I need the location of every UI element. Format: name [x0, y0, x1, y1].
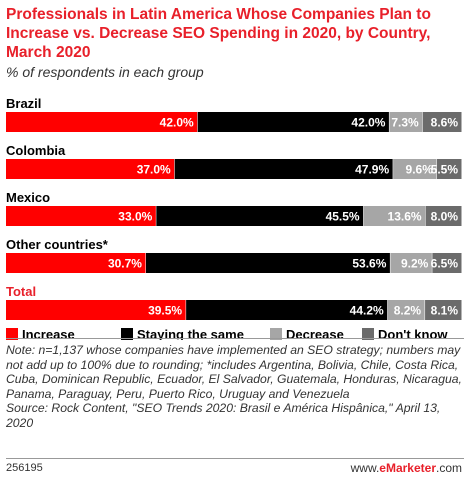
bar-decrease-total — [387, 300, 426, 320]
bar-don-t-know-colombia — [436, 159, 462, 179]
bar-increase-mexico — [6, 206, 157, 226]
brand-logo: www.eMarketer.com — [351, 461, 462, 475]
category-label-total: Total — [6, 284, 36, 299]
data-label-staying-the-same-total: 44.2% — [350, 304, 384, 318]
data-label-don-t-know-colombia: 5.5% — [431, 163, 459, 177]
data-label-decrease-mexico: 13.6% — [388, 210, 422, 224]
data-label-increase-total: 39.5% — [148, 304, 182, 318]
category-label-brazil: Brazil — [6, 96, 41, 111]
brand-suffix: .com — [435, 461, 462, 475]
brand-name: eMarketer — [379, 461, 436, 475]
data-label-staying-the-same-brazil: 42.0% — [351, 116, 385, 130]
bar-staying-the-same-total — [186, 300, 388, 320]
data-label-don-t-know-other-countries: 6.5% — [431, 257, 459, 271]
legend-swatch-staying-the-same — [121, 328, 133, 340]
category-label-other-countries: Other countries* — [6, 237, 109, 252]
legend-swatch-don-t-know — [362, 328, 374, 340]
data-label-increase-mexico: 33.0% — [118, 210, 152, 224]
bar-decrease-other-countries — [390, 253, 433, 273]
chart-subtitle: % of respondents in each group — [6, 64, 204, 80]
bar-decrease-brazil — [389, 112, 423, 132]
bar-decrease-colombia — [393, 159, 437, 179]
bar-staying-the-same-mexico — [156, 206, 364, 226]
legend-swatch-decrease — [270, 328, 282, 340]
source-text: Source: Rock Content, "SEO Trends 2020: … — [6, 401, 441, 430]
category-label-mexico: Mexico — [6, 190, 50, 205]
data-label-don-t-know-brazil: 8.6% — [431, 116, 459, 130]
bar-don-t-know-total — [425, 300, 462, 320]
data-label-don-t-know-total: 8.1% — [431, 304, 459, 318]
bar-don-t-know-other-countries — [432, 253, 462, 273]
data-label-staying-the-same-other-countries: 53.6% — [352, 257, 386, 271]
bar-increase-brazil — [6, 112, 198, 132]
data-label-decrease-total: 8.2% — [394, 304, 422, 318]
data-label-increase-brazil: 42.0% — [160, 116, 194, 130]
legend-label-staying-the-same: Staying the same — [137, 327, 244, 340]
data-label-decrease-brazil: 7.3% — [391, 116, 419, 130]
bar-don-t-know-mexico — [425, 206, 462, 226]
legend-label-don-t-know: Don't know — [378, 327, 448, 340]
stacked-bar-chart: Brazil 42.0% 42.0% 7.3% 8.6% Colombia 37.0% 47.… — [6, 96, 463, 340]
bar-staying-the-same-other-countries — [145, 253, 391, 273]
bar-decrease-mexico — [363, 206, 426, 226]
brand-prefix: www. — [350, 461, 380, 475]
bar-staying-the-same-colombia — [174, 159, 394, 179]
data-label-staying-the-same-colombia: 47.9% — [355, 163, 389, 177]
legend-swatch-increase — [6, 328, 18, 340]
bar-staying-the-same-brazil — [197, 112, 390, 132]
bar-increase-total — [6, 300, 187, 320]
data-label-increase-other-countries: 30.7% — [108, 257, 142, 271]
chart-title: Professionals in Latin America Whose Com… — [6, 6, 431, 61]
bar-don-t-know-brazil — [422, 112, 462, 132]
chart-note: Note: n=1,137 whose companies have imple… — [6, 343, 464, 431]
bar-increase-colombia — [6, 159, 175, 179]
data-label-don-t-know-mexico: 8.0% — [431, 210, 459, 224]
divider-bottom — [6, 458, 464, 459]
data-label-increase-colombia: 37.0% — [137, 163, 171, 177]
note-text: Note: n=1,137 whose companies have imple… — [6, 343, 462, 401]
legend-label-decrease: Decrease — [286, 327, 344, 340]
bar-increase-other-countries — [6, 253, 146, 273]
data-label-decrease-colombia: 9.6% — [406, 163, 434, 177]
divider-top — [6, 338, 464, 339]
legend-label-increase: Increase — [22, 327, 75, 340]
chart-id: 256195 — [6, 462, 43, 474]
category-label-colombia: Colombia — [6, 143, 66, 158]
data-label-decrease-other-countries: 9.2% — [401, 257, 429, 271]
data-label-staying-the-same-mexico: 45.5% — [326, 210, 360, 224]
